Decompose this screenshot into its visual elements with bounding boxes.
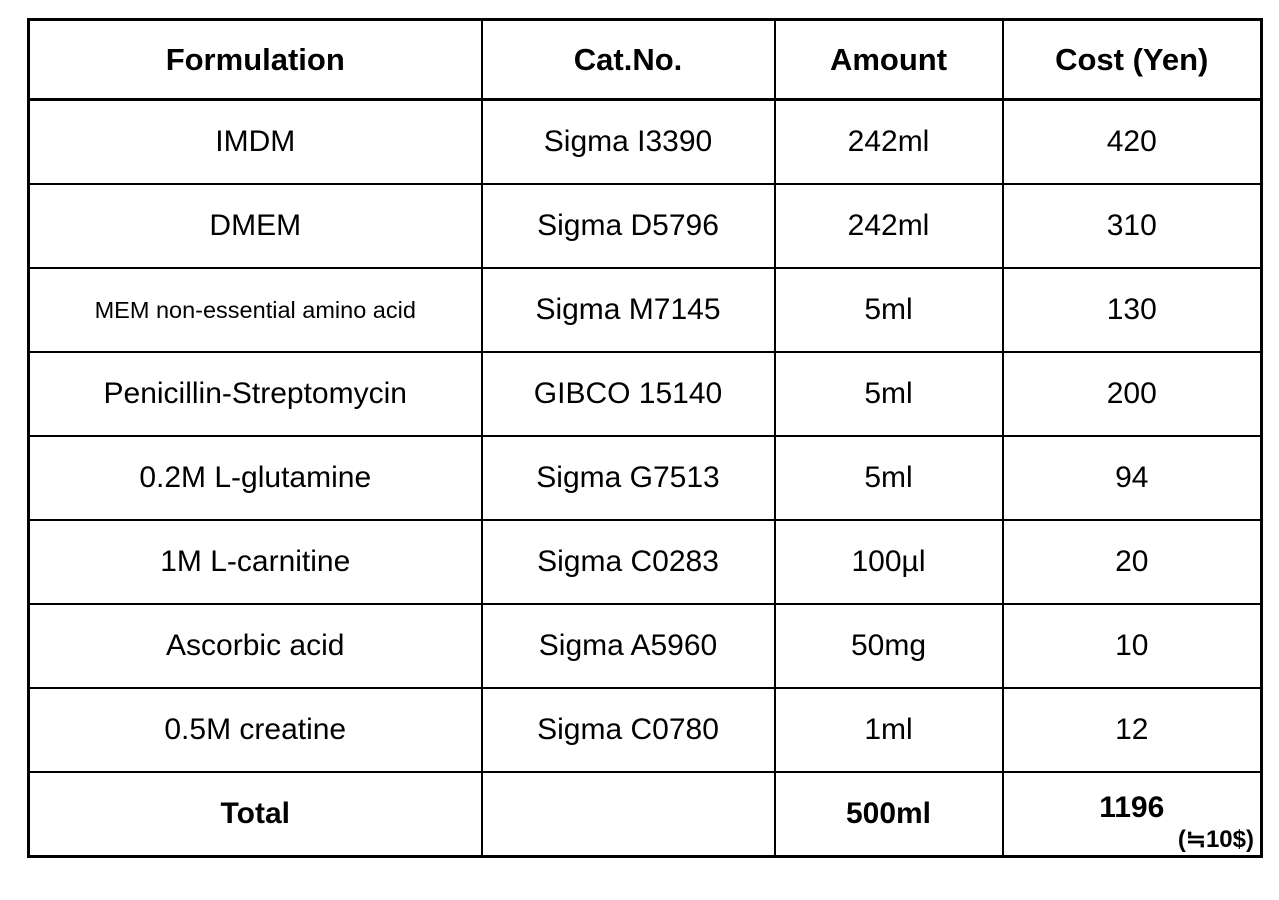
cell-cost: 420 [1001, 98, 1263, 185]
formulation-cost-table-container: Formulation Cat.No. Amount Cost (Yen) IM… [27, 18, 1263, 858]
cell-formulation: Penicillin-Streptomycin [27, 351, 483, 437]
column-header-cat-no: Cat.No. [480, 18, 776, 101]
cell-amount: 5ml [773, 267, 1004, 353]
cell-formulation: 1M L-carnitine [27, 519, 483, 605]
cell-cat-no: Sigma D5796 [480, 183, 776, 269]
column-header-cost: Cost (Yen) [1001, 18, 1263, 101]
table-row: 1M L-carnitine Sigma C0283 100µl 20 [27, 519, 1263, 605]
cell-cat-no: Sigma G7513 [480, 435, 776, 521]
total-label: Total [27, 771, 483, 858]
cell-formulation: IMDM [27, 98, 483, 185]
cell-amount: 100µl [773, 519, 1004, 605]
cell-amount: 50mg [773, 603, 1004, 689]
cell-formulation: 0.5M creatine [27, 687, 483, 773]
cell-amount: 5ml [773, 435, 1004, 521]
table-row: Ascorbic acid Sigma A5960 50mg 10 [27, 603, 1263, 689]
total-cost-value: 1196 [1099, 791, 1165, 824]
total-row: Total 500ml 1196 (≒10$) [27, 771, 1263, 858]
total-cost-cell: 1196 (≒10$) [1001, 771, 1263, 858]
column-header-formulation: Formulation [27, 18, 483, 101]
column-header-amount: Amount [773, 18, 1004, 101]
total-cost-dollar-note: (≒10$) [1177, 826, 1254, 853]
cell-cat-no: GIBCO 15140 [480, 351, 776, 437]
cell-cat-no: Sigma C0780 [480, 687, 776, 773]
cell-cost: 310 [1001, 183, 1263, 269]
cell-formulation: Ascorbic acid [27, 603, 483, 689]
cell-formulation: MEM non-essential amino acid [27, 267, 483, 353]
cell-cost: 20 [1001, 519, 1263, 605]
total-cat-no-empty [480, 771, 776, 858]
cell-amount: 1ml [773, 687, 1004, 773]
cell-cost: 94 [1001, 435, 1263, 521]
cell-amount: 242ml [773, 98, 1004, 185]
cell-formulation: DMEM [27, 183, 483, 269]
table-row: Penicillin-Streptomycin GIBCO 15140 5ml … [27, 351, 1263, 437]
header-row: Formulation Cat.No. Amount Cost (Yen) [27, 18, 1263, 101]
cell-amount: 5ml [773, 351, 1004, 437]
cell-cost: 10 [1001, 603, 1263, 689]
table-row: MEM non-essential amino acid Sigma M7145… [27, 267, 1263, 353]
total-amount: 500ml [773, 771, 1004, 858]
cell-cost: 200 [1001, 351, 1263, 437]
cell-cat-no: Sigma C0283 [480, 519, 776, 605]
cell-formulation: 0.2M L-glutamine [27, 435, 483, 521]
cell-cost: 130 [1001, 267, 1263, 353]
table-row: DMEM Sigma D5796 242ml 310 [27, 183, 1263, 269]
table-row: IMDM Sigma I3390 242ml 420 [27, 98, 1263, 185]
cell-cost: 12 [1001, 687, 1263, 773]
table-row: 0.5M creatine Sigma C0780 1ml 12 [27, 687, 1263, 773]
table-row: 0.2M L-glutamine Sigma G7513 5ml 94 [27, 435, 1263, 521]
cell-cat-no: Sigma I3390 [480, 98, 776, 185]
cell-cat-no: Sigma A5960 [480, 603, 776, 689]
formulation-cost-table: Formulation Cat.No. Amount Cost (Yen) IM… [27, 18, 1263, 858]
cell-cat-no: Sigma M7145 [480, 267, 776, 353]
cell-amount: 242ml [773, 183, 1004, 269]
